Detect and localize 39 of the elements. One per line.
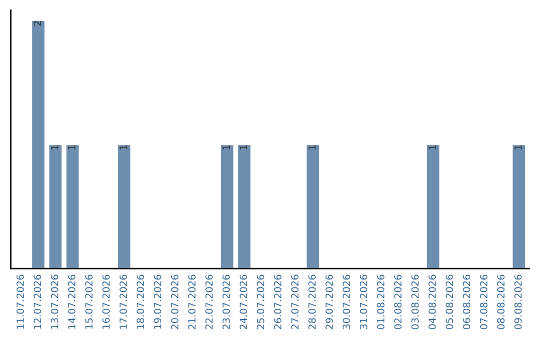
x-tick-label: 25.07.2026 [256, 274, 264, 330]
x-tick-label: 21.07.2026 [188, 274, 196, 330]
x-tick-label: 02.08.2026 [394, 274, 402, 330]
x-tick-label: 17.07.2026 [120, 274, 127, 329]
x-tick-label: 30.07.2026 [342, 274, 350, 330]
data-label: 1 [514, 145, 522, 150]
data-label: 2 [34, 21, 41, 26]
x-tick-label: 22.07.2026 [205, 274, 213, 330]
x-tick-label: 31.07.2026 [360, 274, 368, 330]
x-tick-label: 26.07.2026 [274, 274, 282, 330]
x-tick-label: 16.07.2026 [102, 274, 110, 329]
x-tick-label: 05.08.2026 [446, 274, 454, 330]
data-label: 1 [51, 145, 58, 150]
x-tick-label: 07.08.2026 [480, 274, 488, 330]
x-tick-label: 18.07.2026 [136, 274, 144, 329]
x-tick-label: 28.07.2026 [308, 274, 316, 330]
x-tick-label: 08.08.2026 [497, 274, 505, 330]
x-tick-label: 20.07.2026 [171, 274, 178, 330]
x-tick-label: 04.08.2026 [428, 274, 436, 330]
x-tick-label: 29.07.2026 [326, 274, 333, 330]
data-label: 1 [428, 145, 436, 150]
data-label: 1 [120, 145, 127, 150]
x-tick-label: 09.08.2026 [514, 274, 522, 330]
x-tick-label: 19.07.2026 [154, 274, 162, 329]
x-tick-label: 11.07.2026 [16, 274, 24, 329]
x-tick-label: 15.07.2026 [85, 274, 93, 329]
x-tick-label: 12.07.2026 [34, 274, 42, 329]
data-label: 1 [240, 145, 247, 150]
x-tick-label: 06.08.2026 [462, 274, 470, 330]
x-tick-label: 13.07.2026 [50, 274, 58, 329]
x-tick-label: 14.07.2026 [68, 274, 76, 329]
x-tick-label: 27.07.2026 [291, 274, 299, 330]
x-tick-label: 23.07.2026 [222, 274, 230, 330]
data-label: 1 [308, 145, 316, 150]
data-label: 1 [68, 145, 76, 150]
data-label: 1 [222, 145, 230, 150]
x-tick-label: 24.07.2026 [240, 274, 248, 330]
x-tick-label: 03.08.2026 [411, 274, 419, 330]
x-tick-label: 01.08.2026 [377, 274, 384, 330]
